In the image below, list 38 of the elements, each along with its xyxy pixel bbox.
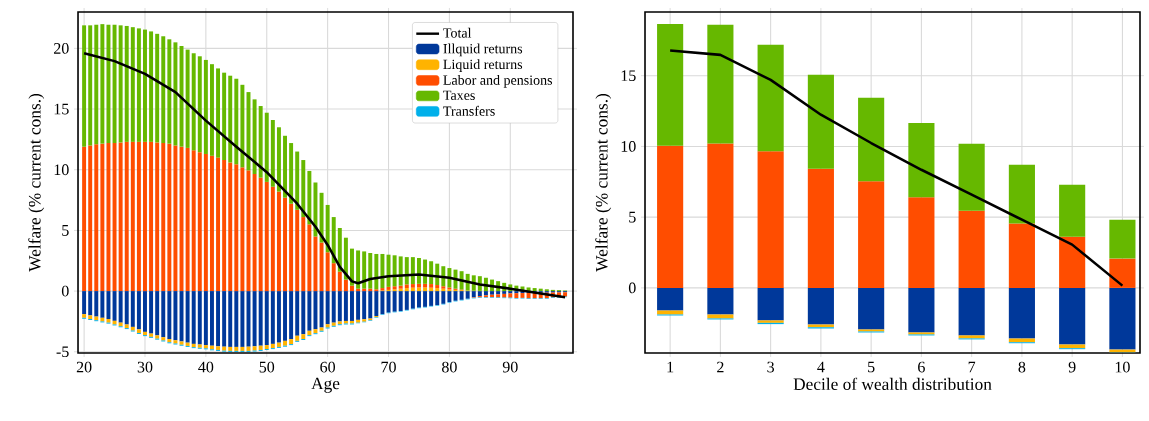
- x-tick-label: 9: [1068, 361, 1076, 373]
- x-axis-title: Decile of wealth distribution: [793, 377, 992, 391]
- x-tick-label: 10: [1115, 361, 1130, 373]
- y-tick-label: 5: [62, 225, 69, 236]
- y-tick-label: 20: [54, 43, 69, 54]
- y-tick-label: 15: [621, 70, 636, 82]
- y-axis-title: Welfare (% current cons.): [595, 93, 612, 272]
- x-tick-label: 1: [667, 361, 674, 373]
- legend-label: Total: [443, 27, 472, 38]
- x-tick-label: 6: [918, 361, 925, 373]
- x-tick-label: 4: [817, 361, 825, 373]
- x-tick-label: 3: [767, 361, 775, 373]
- x-tick-label: 7: [968, 361, 976, 373]
- legend-label: Liquid returns: [443, 59, 523, 72]
- legend-label: Transfers: [443, 105, 495, 116]
- y-tick-label: 0: [628, 282, 636, 294]
- y-tick-label: 10: [54, 164, 69, 176]
- x-tick-label: 30: [137, 361, 153, 373]
- x-tick-label: 60: [320, 361, 336, 373]
- y-tick-label: 10: [621, 141, 636, 152]
- y-tick-label: 5: [629, 211, 636, 223]
- y-axis-title: Welfare (% current cons.): [28, 93, 45, 272]
- y-tick-label: -5: [56, 346, 69, 358]
- legend-label: Illquid returns: [443, 43, 523, 57]
- x-tick-label: 5: [868, 361, 875, 373]
- x-axis-title: Age: [311, 377, 340, 393]
- x-tick-label: 50: [259, 361, 275, 373]
- x-tick-label: 90: [502, 361, 518, 373]
- legend-label: Labor and pensions: [443, 74, 553, 88]
- x-tick-label: 70: [381, 361, 396, 373]
- x-tick-label: 20: [76, 361, 92, 373]
- x-tick-label: 8: [1018, 361, 1026, 373]
- legend-label: Taxes: [443, 90, 475, 100]
- x-tick-label: 2: [717, 361, 724, 373]
- y-tick-label: 0: [61, 285, 69, 297]
- x-tick-label: 40: [198, 361, 214, 373]
- x-tick-label: 80: [442, 361, 457, 373]
- y-tick-label: 15: [54, 103, 69, 115]
